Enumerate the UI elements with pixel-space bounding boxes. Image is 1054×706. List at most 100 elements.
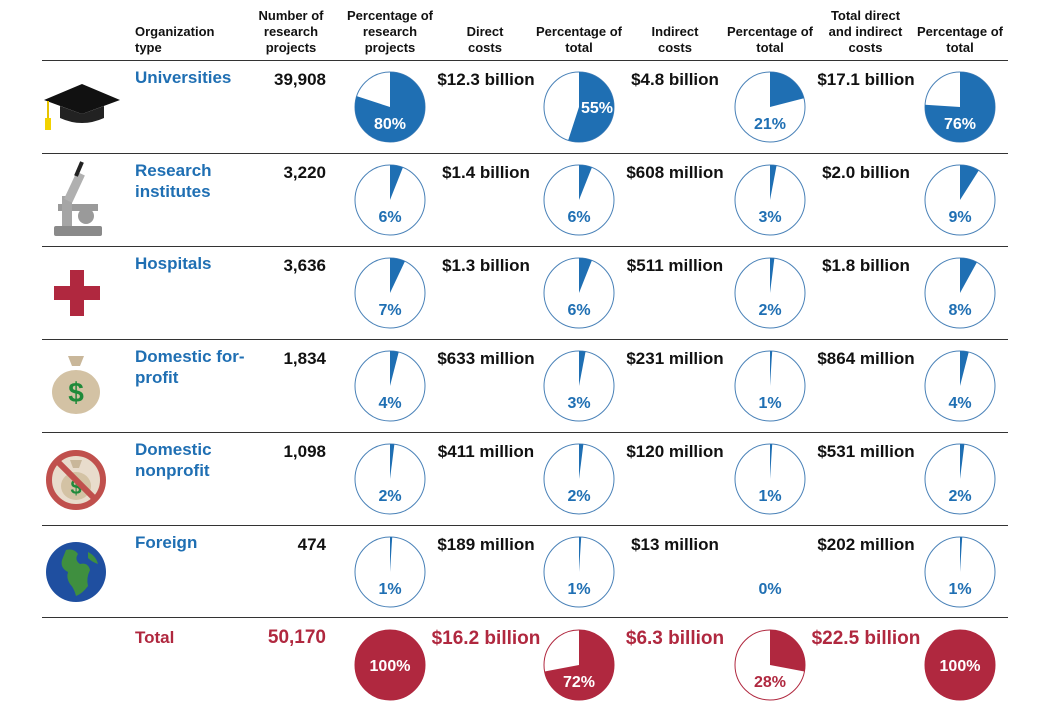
svg-text:$: $ [70, 477, 81, 499]
total-cost: $17.1 billion [817, 70, 915, 89]
projects-value: 39,908 [274, 70, 326, 89]
pie-label: 72% [563, 674, 595, 691]
row-divider [42, 339, 1008, 340]
row-divider [42, 60, 1008, 61]
indirect-cost: $231 million [626, 349, 724, 368]
pie-slice [390, 258, 405, 293]
pie-slice [544, 630, 614, 700]
pie-chart: 28% [734, 629, 806, 701]
direct-cost: $1.4 billion [442, 163, 530, 182]
row-divider [42, 432, 1008, 433]
pie-label: 1% [758, 488, 781, 505]
org-label: Domestic nonprofit [135, 440, 212, 480]
header-direct: Direct costs [466, 24, 504, 55]
pie-label: 2% [948, 488, 971, 505]
pie-chart: 76% [924, 71, 996, 143]
money-bag-icon: $ [52, 356, 100, 414]
pie-chart: 6% [543, 257, 615, 329]
indirect-cost: $511 million [626, 256, 724, 275]
indirect-cost: $4.8 billion [631, 70, 719, 89]
pie-label: 2% [378, 488, 401, 505]
pie-label: 3% [567, 395, 590, 412]
pie-slice [390, 165, 403, 200]
indirect-cost: $120 million [626, 442, 724, 461]
pie-chart: 100% [924, 629, 996, 701]
pie-label: 4% [378, 395, 401, 412]
pie-chart: 55% [543, 71, 615, 143]
pie-label: 28% [754, 674, 786, 691]
pie-slice [354, 72, 425, 143]
total-cost: $202 million [817, 535, 915, 554]
pie-label: 6% [378, 209, 401, 226]
pie-label: 9% [948, 209, 971, 226]
projects-value: 3,636 [283, 256, 326, 275]
total-cost: $531 million [817, 442, 915, 461]
pie-label: 100% [940, 658, 981, 675]
projects-value: 1,098 [283, 442, 326, 461]
pie-slice [960, 537, 963, 572]
projects-value: 1,834 [283, 349, 326, 368]
pie-chart: 8% [924, 257, 996, 329]
org-label: Domestic for-profit [135, 347, 245, 387]
header-projects: Number of research projects [258, 8, 324, 55]
pie-chart: 1% [734, 350, 806, 422]
pie-label: 7% [378, 302, 401, 319]
pie-slice [770, 351, 773, 386]
pie-label: 2% [567, 488, 590, 505]
row-divider [42, 246, 1008, 247]
total-indirect-cost: $6.3 billion [625, 628, 725, 649]
pie-label: 4% [948, 395, 971, 412]
pie-slice [960, 351, 969, 386]
pie-slice [390, 351, 399, 386]
direct-cost: $189 million [437, 535, 535, 554]
pie-slice [579, 444, 584, 479]
pie-label: 55% [581, 100, 613, 117]
pie-label: 1% [948, 581, 971, 598]
graduation-cap-icon [44, 84, 120, 130]
pie-chart: 2% [354, 443, 426, 515]
pie-slice [960, 165, 979, 200]
svg-text:$: $ [68, 377, 84, 408]
total-cost: $1.8 billion [822, 256, 910, 275]
pie-chart: 2% [734, 257, 806, 329]
pie-chart: 1% [924, 536, 996, 608]
pie-slice [390, 537, 393, 572]
pie-label: 6% [567, 302, 590, 319]
pie-chart: 2% [924, 443, 996, 515]
direct-cost: $12.3 billion [437, 70, 535, 89]
projects-value: 3,220 [283, 163, 326, 182]
pie-label: 1% [758, 395, 781, 412]
header-pct-total: Percentage of total [917, 24, 1003, 55]
pie-chart: 72% [543, 629, 615, 701]
pie-chart: 100% [354, 629, 426, 701]
pie-chart: 0% [758, 581, 781, 598]
pie-chart: 3% [543, 350, 615, 422]
total-cost: $864 million [817, 349, 915, 368]
pie-slice [960, 444, 965, 479]
pie-label: 100% [370, 658, 411, 675]
pie-chart: 7% [354, 257, 426, 329]
pie-chart: 3% [734, 164, 806, 236]
pie-slice [770, 630, 806, 672]
pie-chart: 9% [924, 164, 996, 236]
row-divider [42, 525, 1008, 526]
pie-label: 3% [758, 209, 781, 226]
pie-slice [770, 258, 775, 293]
pie-slice [579, 165, 592, 200]
pie-chart: 1% [734, 443, 806, 515]
header-org: Organization type [135, 24, 215, 55]
pie-chart: 21% [734, 71, 806, 143]
row-divider [42, 617, 1008, 618]
pie-chart: 80% [354, 71, 426, 143]
total-cost: $2.0 billion [822, 163, 910, 182]
org-label: Research institutes [135, 161, 212, 201]
pie-label: 1% [567, 581, 590, 598]
pie-slice [960, 258, 977, 293]
pie-slice [579, 537, 582, 572]
pie-chart: 6% [354, 164, 426, 236]
row-divider [42, 153, 1008, 154]
globe-icon [46, 542, 106, 602]
pie-chart: 4% [354, 350, 426, 422]
pie-label: 2% [758, 302, 781, 319]
